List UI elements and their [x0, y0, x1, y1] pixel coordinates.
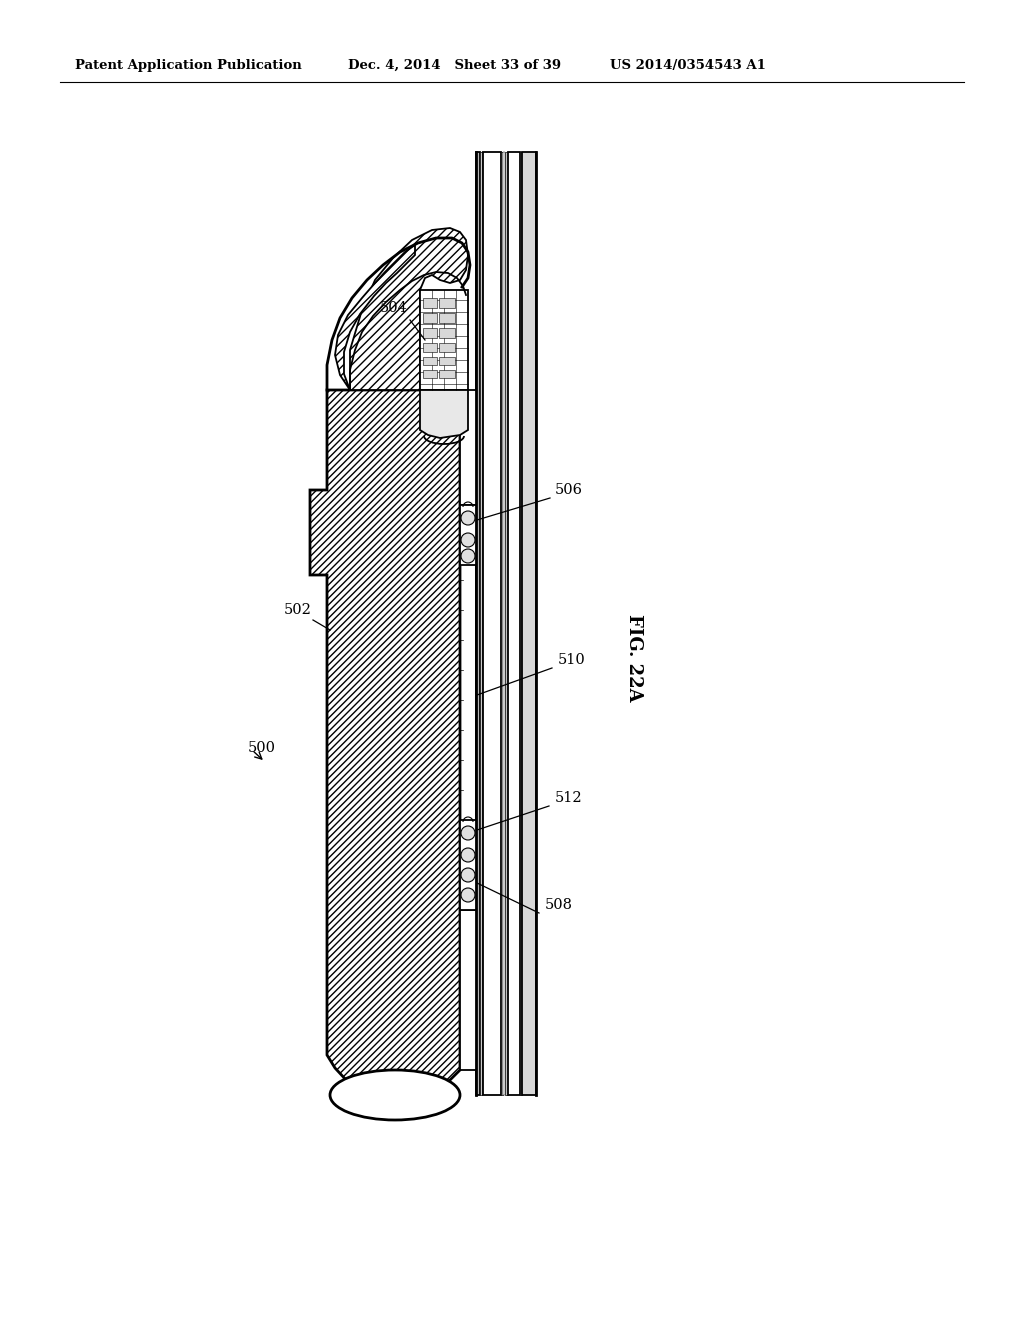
Text: FIG. 22A: FIG. 22A — [625, 614, 643, 702]
Text: 512: 512 — [555, 791, 583, 805]
Bar — [439, 356, 455, 366]
Text: US 2014/0354543 A1: US 2014/0354543 A1 — [610, 58, 766, 71]
Bar — [476, 152, 480, 1096]
Bar — [520, 152, 522, 1096]
Polygon shape — [310, 389, 460, 1093]
Ellipse shape — [330, 1071, 460, 1119]
Bar — [480, 152, 482, 1096]
Bar — [508, 152, 520, 1096]
Circle shape — [461, 869, 475, 882]
Circle shape — [461, 549, 475, 564]
Text: 502: 502 — [284, 603, 312, 616]
Bar — [460, 820, 476, 909]
Bar — [522, 152, 536, 1096]
Bar — [439, 343, 455, 352]
Bar — [501, 152, 503, 1096]
Polygon shape — [350, 228, 468, 389]
Circle shape — [461, 511, 475, 525]
Bar — [460, 389, 476, 506]
Text: 504: 504 — [380, 301, 408, 315]
Bar — [423, 343, 437, 352]
Circle shape — [461, 888, 475, 902]
Text: 500: 500 — [248, 741, 276, 755]
Text: Dec. 4, 2014   Sheet 33 of 39: Dec. 4, 2014 Sheet 33 of 39 — [348, 58, 561, 71]
Polygon shape — [420, 389, 468, 438]
Bar — [503, 152, 505, 1096]
Bar — [460, 909, 476, 1071]
Bar — [439, 298, 455, 308]
Bar — [423, 327, 437, 338]
Text: Patent Application Publication: Patent Application Publication — [75, 58, 302, 71]
Bar — [483, 152, 501, 1096]
Bar — [420, 290, 468, 389]
Text: 508: 508 — [545, 898, 573, 912]
Text: 510: 510 — [558, 653, 586, 667]
Bar — [423, 313, 437, 323]
Bar — [439, 327, 455, 338]
Circle shape — [461, 826, 475, 840]
Bar — [460, 506, 476, 565]
Bar — [439, 370, 455, 378]
Bar — [423, 356, 437, 366]
Text: 506: 506 — [555, 483, 583, 498]
Bar — [505, 152, 508, 1096]
Bar — [423, 298, 437, 308]
Bar — [439, 313, 455, 323]
Circle shape — [461, 533, 475, 546]
Polygon shape — [335, 246, 415, 389]
Circle shape — [461, 847, 475, 862]
Bar — [423, 370, 437, 378]
